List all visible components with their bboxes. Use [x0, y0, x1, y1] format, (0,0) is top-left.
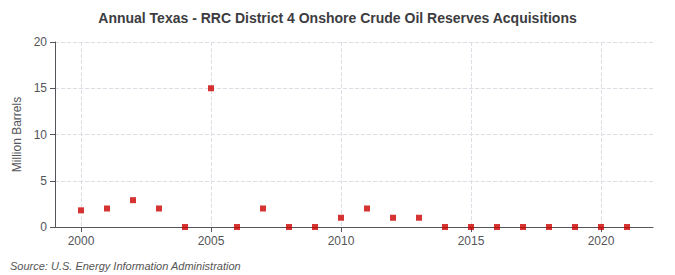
svg-text:2020: 2020	[588, 234, 615, 248]
svg-text:10: 10	[34, 128, 48, 142]
svg-text:0: 0	[40, 220, 47, 234]
svg-text:5: 5	[40, 174, 47, 188]
svg-text:20: 20	[34, 35, 48, 49]
svg-text:Million Barrels: Million Barrels	[10, 97, 24, 172]
svg-text:2010: 2010	[328, 234, 355, 248]
svg-text:2000: 2000	[68, 234, 95, 248]
svg-text:Annual Texas - RRC District 4: Annual Texas - RRC District 4 Onshore Cr…	[98, 10, 577, 26]
svg-text:15: 15	[34, 81, 48, 95]
svg-text:2005: 2005	[198, 234, 225, 248]
svg-text:2015: 2015	[458, 234, 485, 248]
svg-text:Source: U.S. Energy Informatio: Source: U.S. Energy Information Administ…	[10, 260, 241, 272]
